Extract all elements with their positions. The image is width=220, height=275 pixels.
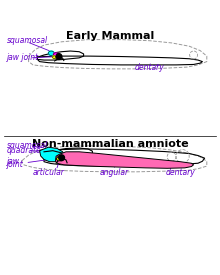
Ellipse shape xyxy=(53,56,56,59)
Text: angular: angular xyxy=(100,168,129,177)
Text: joint: joint xyxy=(7,160,23,169)
Text: articular: articular xyxy=(33,168,64,177)
Text: dentary: dentary xyxy=(165,168,195,177)
Text: squamosal: squamosal xyxy=(7,141,48,150)
Ellipse shape xyxy=(53,53,58,56)
Polygon shape xyxy=(40,147,64,162)
Circle shape xyxy=(59,155,64,161)
Text: jaw: jaw xyxy=(7,157,20,166)
Text: Early Mammal: Early Mammal xyxy=(66,31,154,41)
Polygon shape xyxy=(56,155,64,161)
Text: dentary: dentary xyxy=(135,63,165,72)
Text: squamosal: squamosal xyxy=(7,36,48,45)
Ellipse shape xyxy=(48,51,54,56)
Polygon shape xyxy=(55,152,194,168)
Circle shape xyxy=(56,54,62,59)
Text: Non-mammalian amniote: Non-mammalian amniote xyxy=(32,139,188,148)
Text: quadrate: quadrate xyxy=(7,146,41,155)
Text: jaw joint: jaw joint xyxy=(7,53,39,62)
